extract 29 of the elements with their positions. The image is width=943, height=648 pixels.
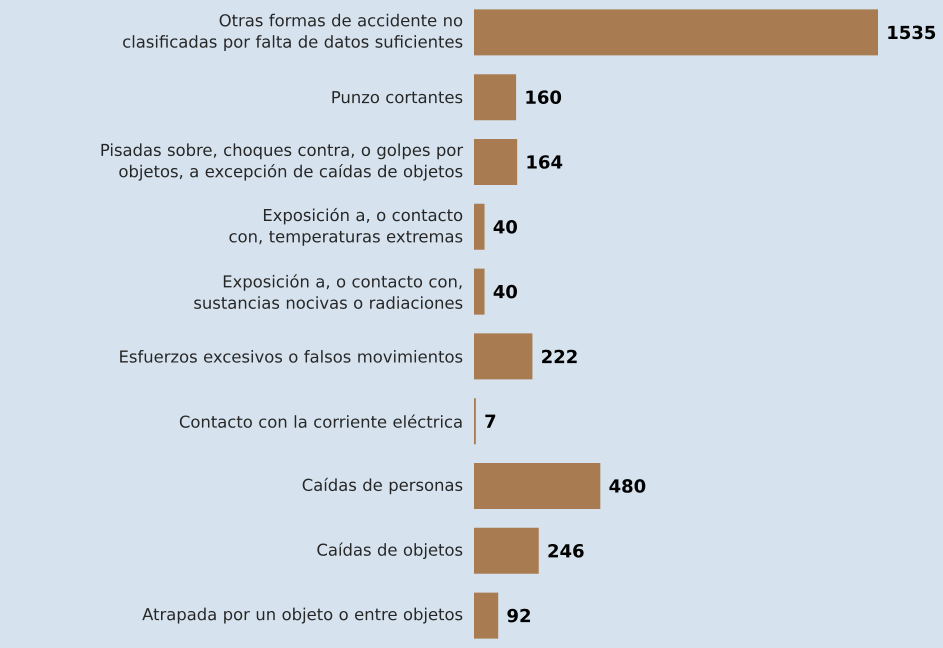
bar [474, 9, 878, 56]
y-tick-label: Caídas de objetos [317, 542, 462, 560]
y-tick-label: Otras formas de accidente no clasificadas por falta de datos suficientes [123, 14, 462, 52]
bar [474, 463, 600, 509]
data-label: 40 [494, 284, 517, 298]
y-tick-label: Contacto con la corriente eléctrica [180, 414, 462, 428]
y-tick-label: Pisadas sobre, choques contra, o golpes por objetos, a excepción de caídas de objetos [101, 143, 464, 181]
data-label: 222 [542, 350, 577, 364]
y-tick-label: Exposición a, o contacto con, temperaturas extremas [229, 208, 462, 246]
data-label: 480 [609, 479, 646, 493]
y-tick-label: Caídas de personas [302, 478, 462, 494]
bar [474, 268, 485, 315]
data-label: 40 [494, 220, 517, 234]
data-label: 92 [507, 608, 530, 622]
data-label: 160 [526, 90, 562, 104]
data-label: 7 [485, 414, 496, 428]
bar [474, 204, 485, 250]
y-tick-label: Exposición a, o contacto con, sustancias nocivas o radiaciones [194, 274, 462, 309]
y-tick-label: Esfuerzos excesivos o falsos movimientos [120, 350, 462, 363]
bar [474, 139, 518, 185]
data-label: 1535 [888, 26, 936, 40]
y-tick-label: Atrapada por un objeto o entre objetos [142, 608, 462, 624]
bar [474, 74, 516, 120]
bar [474, 333, 532, 380]
bar [474, 592, 498, 639]
bar [474, 528, 539, 574]
data-label: 164 [527, 155, 562, 169]
data-label: 246 [548, 544, 584, 558]
y-tick-label: Punzo cortantes [332, 91, 462, 104]
